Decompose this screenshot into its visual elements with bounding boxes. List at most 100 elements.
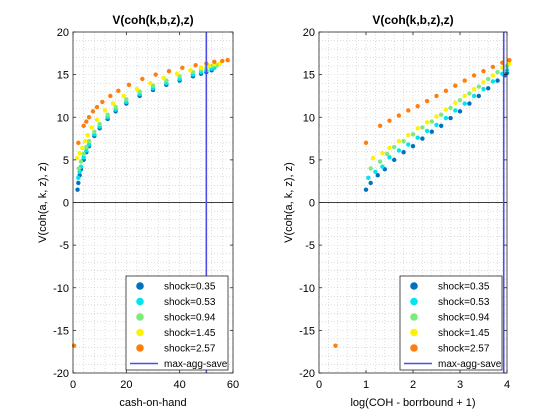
data-point — [140, 76, 145, 82]
data-point — [448, 115, 453, 121]
data-point — [363, 140, 369, 146]
data-point — [410, 132, 416, 137]
data-point — [486, 86, 491, 91]
data-point — [434, 122, 439, 128]
x-tick-label: 3 — [457, 379, 463, 391]
data-point — [180, 65, 185, 71]
data-point — [439, 112, 444, 117]
y-tick-label: 10 — [303, 112, 315, 124]
legend-marker — [136, 297, 144, 306]
x-tick-label: 0 — [70, 379, 76, 391]
x-axis-label: log(COH - borrbound + 1) — [350, 397, 475, 409]
data-point — [77, 150, 82, 156]
data-point — [387, 145, 392, 151]
data-point — [212, 59, 217, 65]
data-point — [94, 104, 100, 110]
data-point — [97, 121, 102, 127]
y-tick-label: -5 — [305, 240, 315, 252]
data-point — [71, 343, 77, 348]
legend: shock=0.35 shock=0.53 shock=0.94 shock=1.45… — [399, 275, 503, 371]
data-point — [396, 148, 402, 153]
data-point — [76, 180, 81, 186]
data-point — [124, 97, 129, 102]
legend-label: shock=1.45 — [164, 328, 216, 339]
chart-title: V(coh(k,b,z),z) — [112, 13, 193, 27]
data-point — [415, 135, 420, 140]
data-point — [486, 76, 491, 82]
x-tick-label: 2 — [410, 379, 416, 391]
data-point — [368, 180, 373, 186]
y-tick-label: 5 — [309, 155, 315, 167]
data-point — [92, 129, 97, 134]
legend-marker — [136, 344, 144, 352]
data-point — [121, 93, 126, 99]
data-point — [77, 169, 82, 175]
y-tick-label: 20 — [303, 27, 315, 39]
legend-label: shock=0.94 — [164, 313, 216, 324]
data-point — [481, 69, 486, 74]
data-point — [368, 166, 373, 171]
y-tick-label: -10 — [299, 283, 315, 295]
data-point — [443, 107, 449, 112]
legend-label: max-agg-save — [164, 359, 228, 370]
x-tick-label: 0 — [316, 379, 322, 391]
data-point — [406, 108, 411, 113]
legend-label: shock=0.35 — [164, 282, 216, 293]
data-point — [420, 136, 425, 141]
y-tick-label: 10 — [57, 112, 69, 124]
data-point — [380, 150, 385, 156]
legend: shock=0.35 shock=0.53 shock=0.94 shock=1.45… — [125, 275, 229, 371]
data-point — [81, 123, 86, 128]
data-point — [370, 155, 376, 161]
data-point — [134, 86, 140, 92]
legend-marker — [410, 328, 418, 337]
y-tick-label: 0 — [309, 198, 315, 210]
data-point — [392, 157, 397, 163]
data-point — [81, 155, 86, 160]
legend-marker — [410, 313, 418, 321]
y-tick-label: -15 — [299, 325, 315, 337]
data-point — [363, 187, 369, 192]
data-point — [406, 142, 411, 147]
data-point — [84, 148, 89, 153]
data-point — [424, 120, 430, 125]
data-point — [481, 80, 486, 85]
data-point — [105, 112, 110, 117]
data-point — [429, 119, 434, 124]
data-point — [453, 83, 458, 88]
series-4 — [333, 57, 512, 348]
data-point — [76, 175, 81, 180]
series-3 — [370, 61, 512, 161]
y-tick-label: 0 — [63, 198, 69, 210]
series-4 — [71, 57, 230, 348]
data-point — [84, 119, 89, 124]
data-point — [198, 65, 204, 71]
left-plot: 0 20 40 60 -20 -15 -10 -5 0 5 10 15 20 V(coh(k,b,z),z… — [37, 13, 239, 409]
data-point — [81, 151, 86, 157]
legend-label: shock=0.53 — [164, 297, 216, 308]
data-point — [377, 159, 383, 164]
legend-box — [399, 275, 503, 371]
data-point — [424, 128, 430, 134]
y-axis-label: V(coh(a, k, z), z) — [283, 162, 295, 243]
data-point — [495, 78, 500, 83]
data-point — [476, 93, 481, 99]
y-tick-label: -20 — [299, 368, 315, 380]
legend-label: shock=2.57 — [438, 344, 490, 355]
y-tick-label: 20 — [57, 27, 69, 39]
data-point — [153, 72, 158, 77]
data-point — [126, 82, 132, 88]
data-point — [462, 78, 467, 83]
data-point — [108, 93, 113, 99]
legend-label: shock=0.53 — [438, 297, 490, 308]
data-point — [375, 173, 380, 178]
data-point — [392, 144, 397, 150]
legend-label: shock=1.45 — [438, 328, 490, 339]
data-point — [453, 100, 458, 105]
legend-marker — [410, 344, 418, 352]
data-point — [448, 105, 453, 111]
data-point — [110, 101, 116, 106]
data-point — [116, 88, 121, 94]
data-point — [84, 144, 89, 150]
data-point — [490, 79, 496, 84]
